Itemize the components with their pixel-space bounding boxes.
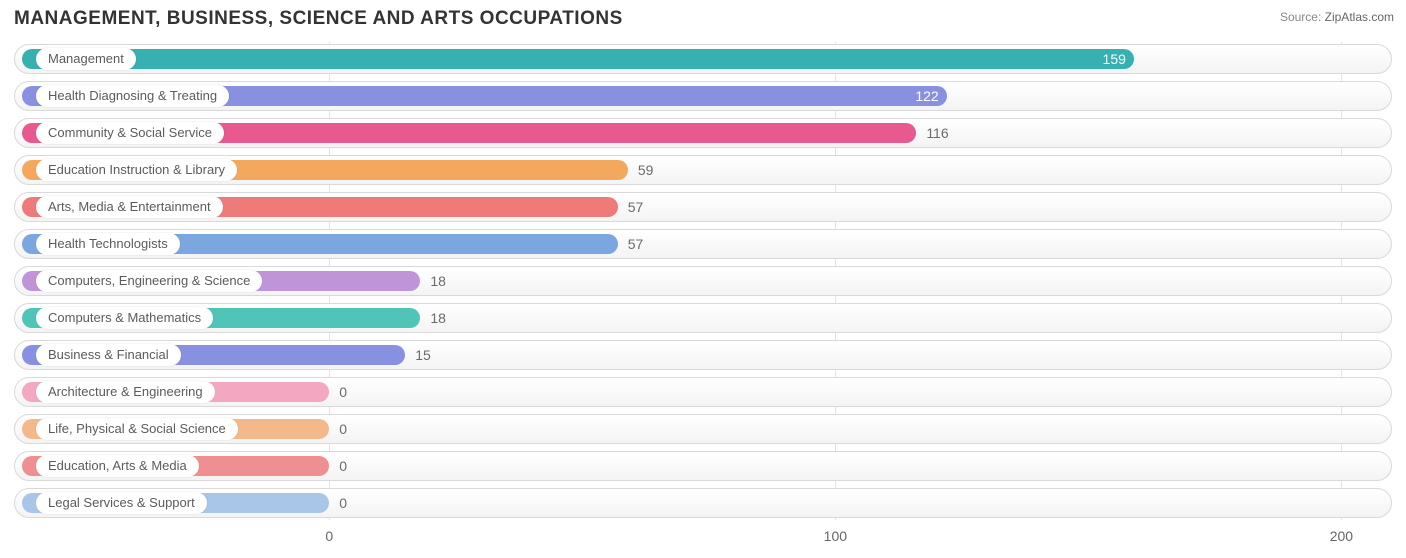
bar-row: Life, Physical & Social Science 0 <box>14 412 1392 446</box>
category-label: Community & Social Service <box>36 122 224 144</box>
value-label: 122 <box>915 79 938 113</box>
category-label: Computers & Mathematics <box>36 307 213 329</box>
bar-row: Arts, Media & Entertainment 57 <box>14 190 1392 224</box>
value-label: 59 <box>638 153 654 187</box>
value-label: 116 <box>926 116 948 150</box>
category-label: Architecture & Engineering <box>36 381 215 403</box>
category-label: Management <box>36 48 136 70</box>
value-label: 18 <box>430 301 446 335</box>
source-value: ZipAtlas.com <box>1325 10 1394 24</box>
x-axis-tick-label: 200 <box>1330 528 1353 544</box>
value-label: 15 <box>415 338 431 372</box>
bar-row: Architecture & Engineering 0 <box>14 375 1392 409</box>
bar-row: Business & Financial 15 <box>14 338 1392 372</box>
category-label: Computers, Engineering & Science <box>36 270 262 292</box>
category-label: Education, Arts & Media <box>36 455 199 477</box>
category-label: Business & Financial <box>36 344 181 366</box>
bar-row: Management 159 <box>14 42 1392 76</box>
chart-title: MANAGEMENT, BUSINESS, SCIENCE AND ARTS O… <box>14 8 623 30</box>
bar-fill <box>22 49 1134 69</box>
category-label: Legal Services & Support <box>36 492 207 514</box>
bar-row: Computers, Engineering & Science 18 <box>14 264 1392 298</box>
value-label: 0 <box>339 449 347 483</box>
x-axis-labels: 0 100 200 <box>14 524 1392 548</box>
bars-container: Management 159 Health Diagnosing & Treatin… <box>14 42 1392 520</box>
source-attribution: Source: ZipAtlas.com <box>1280 10 1394 24</box>
category-label: Life, Physical & Social Science <box>36 418 238 440</box>
x-axis-tick-label: 0 <box>325 528 333 544</box>
bar-row: Legal Services & Support 0 <box>14 486 1392 520</box>
category-label: Health Diagnosing & Treating <box>36 85 229 107</box>
bar-row: Education Instruction & Library 59 <box>14 153 1392 187</box>
bar-row: Health Diagnosing & Treating 122 <box>14 79 1392 113</box>
value-label: 159 <box>1103 42 1126 76</box>
bar-row: Education, Arts & Media 0 <box>14 449 1392 483</box>
value-label: 0 <box>339 412 347 446</box>
x-axis-tick-label: 100 <box>824 528 847 544</box>
value-label: 0 <box>339 486 347 520</box>
bar-row: Community & Social Service 116 <box>14 116 1392 150</box>
value-label: 57 <box>628 190 644 224</box>
value-label: 0 <box>339 375 347 409</box>
value-label: 57 <box>628 227 644 261</box>
bar-row: Health Technologists 57 <box>14 227 1392 261</box>
source-label: Source: <box>1280 10 1321 24</box>
chart-area: Management 159 Health Diagnosing & Treatin… <box>14 42 1392 548</box>
category-label: Education Instruction & Library <box>36 159 237 181</box>
bar-row: Computers & Mathematics 18 <box>14 301 1392 335</box>
category-label: Health Technologists <box>36 233 180 255</box>
value-label: 18 <box>430 264 446 298</box>
category-label: Arts, Media & Entertainment <box>36 196 223 218</box>
